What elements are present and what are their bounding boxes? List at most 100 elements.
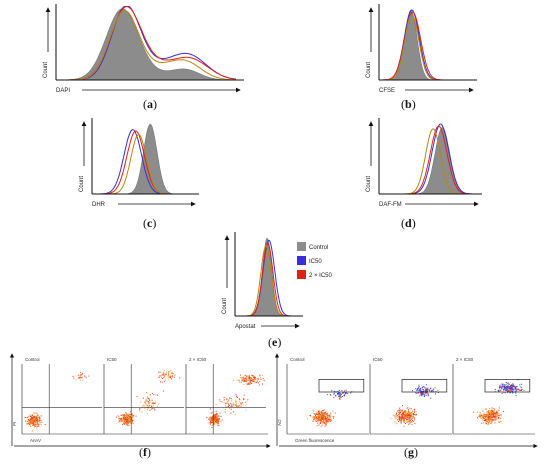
scatter-point bbox=[493, 415, 495, 417]
series-line-b-3 bbox=[381, 14, 469, 81]
scatter-point bbox=[494, 413, 496, 415]
legend-swatch-ic50 bbox=[297, 256, 306, 265]
scatter-point bbox=[503, 389, 505, 391]
scatter-point bbox=[26, 423, 28, 425]
scatter-point bbox=[149, 404, 151, 406]
scatter-point bbox=[425, 387, 427, 389]
scatter-point bbox=[504, 385, 506, 386]
scatter-point bbox=[505, 382, 507, 383]
scatter-point bbox=[399, 419, 401, 421]
scatter-point bbox=[396, 416, 397, 418]
scatter-point bbox=[253, 378, 255, 380]
scatter-point bbox=[127, 414, 129, 416]
scatter-point bbox=[168, 376, 170, 378]
scatter-point bbox=[485, 418, 487, 420]
scatter-point bbox=[318, 411, 320, 413]
scatter-point bbox=[244, 374, 246, 376]
scatter-point bbox=[321, 416, 323, 418]
scatter-point bbox=[129, 420, 131, 422]
scatter-point bbox=[329, 414, 331, 416]
scatter-point bbox=[32, 415, 34, 417]
scatter-point bbox=[147, 407, 149, 409]
scatter-point bbox=[33, 417, 35, 419]
scatter-point bbox=[434, 387, 436, 389]
scatter-point bbox=[510, 388, 511, 390]
scatter-point bbox=[479, 415, 481, 417]
scatter-point bbox=[229, 397, 231, 399]
scatter-point bbox=[239, 399, 241, 401]
scatter-point bbox=[326, 394, 328, 396]
scatter-point bbox=[232, 379, 234, 381]
scatter-point bbox=[146, 405, 148, 407]
scatter-point bbox=[215, 413, 217, 415]
scatter-point bbox=[488, 418, 490, 420]
scatter-point bbox=[85, 375, 87, 377]
scatter-point bbox=[490, 423, 492, 425]
scatter-point bbox=[487, 415, 489, 417]
scatter-point bbox=[37, 426, 39, 427]
scatter-point bbox=[419, 389, 421, 391]
scatter-point bbox=[505, 390, 507, 391]
scatter-point bbox=[487, 414, 489, 416]
scatter-point bbox=[147, 401, 149, 403]
scatter-point bbox=[81, 376, 83, 378]
scatter-point bbox=[26, 421, 28, 422]
scatter-point bbox=[164, 375, 166, 377]
scatter-point bbox=[310, 415, 311, 416]
scatter-point bbox=[230, 398, 232, 400]
scatter-point bbox=[320, 422, 322, 424]
scatter-point bbox=[128, 420, 130, 422]
scatter-point bbox=[313, 419, 315, 421]
scatter-point bbox=[521, 389, 522, 391]
scatter-point bbox=[317, 419, 319, 420]
scatter-point bbox=[252, 381, 254, 383]
scatter-point bbox=[427, 393, 429, 395]
scatter-point bbox=[317, 412, 319, 414]
scatter-point bbox=[30, 422, 31, 424]
scatter-point bbox=[414, 422, 416, 424]
scatter-point bbox=[504, 392, 506, 394]
scatter-point bbox=[497, 389, 499, 391]
scatter-point bbox=[213, 419, 215, 421]
scatter-point bbox=[127, 419, 129, 421]
scatter-point bbox=[31, 423, 33, 425]
scatter-point bbox=[318, 424, 320, 426]
scatter-point bbox=[170, 372, 172, 374]
scatter-point bbox=[508, 387, 510, 389]
scatter-point bbox=[505, 389, 507, 391]
scatter-point bbox=[403, 411, 405, 413]
scatter-point bbox=[491, 419, 493, 421]
scatter-point bbox=[401, 419, 403, 421]
scatter-point bbox=[403, 419, 405, 421]
scatter-point bbox=[37, 420, 39, 422]
scatter-point bbox=[28, 423, 30, 425]
scatter-point bbox=[523, 389, 525, 391]
scatter-point bbox=[515, 387, 517, 389]
scatter-point bbox=[322, 416, 324, 418]
scatter-point bbox=[36, 419, 38, 421]
scatter-point bbox=[521, 389, 523, 390]
scatter-point bbox=[403, 412, 405, 414]
scatter-point bbox=[314, 420, 316, 422]
scatter-point bbox=[403, 418, 405, 420]
scatter-point bbox=[88, 375, 90, 377]
scatter-point bbox=[122, 414, 123, 416]
scatter-point bbox=[32, 423, 34, 425]
legend-label-control: Control bbox=[309, 245, 328, 251]
scatter-point bbox=[244, 380, 246, 382]
scatter-point bbox=[394, 421, 396, 423]
scatter-point bbox=[123, 419, 125, 421]
scatter-point bbox=[249, 377, 251, 379]
scatter-point bbox=[235, 404, 237, 406]
scatter-point bbox=[122, 419, 124, 421]
subplot-title: IC50 bbox=[107, 357, 117, 362]
scatter-point bbox=[437, 389, 439, 391]
scatter-point bbox=[129, 420, 131, 422]
scatter-point bbox=[327, 416, 329, 418]
scatter-point bbox=[494, 408, 496, 410]
scatter-point bbox=[410, 416, 412, 418]
scatter-point bbox=[124, 420, 126, 422]
scatter-point bbox=[37, 418, 38, 419]
scatter-point bbox=[167, 375, 169, 376]
scatter-point bbox=[151, 399, 153, 401]
